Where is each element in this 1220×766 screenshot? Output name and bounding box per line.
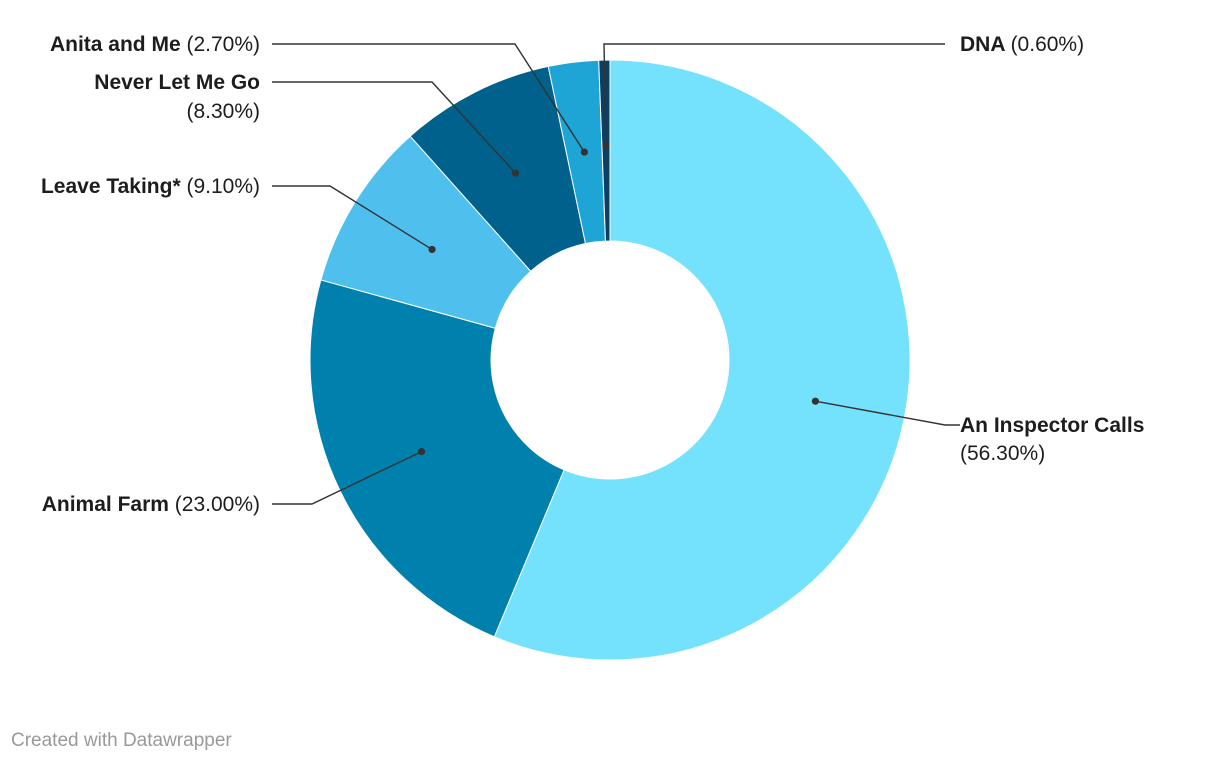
- slice-labels: An Inspector Calls (56.30%) Animal Farm (2…: [41, 33, 1144, 516]
- label-value-an-inspector-calls: (56.30%): [960, 442, 1045, 465]
- leader-dot-leave-taking: [428, 245, 436, 254]
- label-dna: DNA (0.60%): [960, 33, 1084, 56]
- label-animal-farm: Animal Farm (23.00%): [42, 493, 260, 516]
- leader-line-anita-and-me: [272, 43, 585, 153]
- slice-dna: [598, 59, 611, 242]
- donut-slices: [309, 59, 911, 661]
- label-name: DNA: [960, 33, 1011, 56]
- leader-line-never-let-me-go: [272, 81, 516, 174]
- leader-dot-an-inspector-calls: [811, 397, 820, 405]
- label-name: Leave Taking*: [41, 175, 187, 198]
- label-name-never-let-me-go: Never Let Me Go: [94, 71, 260, 94]
- leader-lines: [272, 43, 960, 505]
- label-value: (23.00%): [175, 493, 260, 516]
- label-name: Anita and Me: [50, 33, 187, 56]
- leader-line-an-inspector-calls: [815, 400, 960, 426]
- label-name: Animal Farm: [42, 493, 175, 516]
- datawrapper-credit: Created with Datawrapper: [11, 730, 232, 751]
- leader-line-animal-farm: [272, 450, 422, 505]
- label-value-never-let-me-go: (8.30%): [186, 100, 260, 123]
- leader-dot-dna: [602, 141, 610, 150]
- label-leave-taking: Leave Taking* (9.10%): [41, 175, 260, 198]
- label-anita-and-me: Anita and Me (2.70%): [50, 33, 260, 56]
- leader-dot-never-let-me-go: [511, 169, 520, 177]
- slice-animal-farm: [309, 279, 565, 638]
- label-value: (9.10%): [186, 175, 260, 198]
- leader-dot-anita-and-me: [580, 148, 588, 156]
- leader-line-dna: [603, 43, 945, 146]
- leader-line-leave-taking: [272, 185, 433, 251]
- leader-dot-animal-farm: [417, 447, 426, 456]
- slice-an-inspector-calls: [493, 59, 911, 661]
- label-value: (0.60%): [1011, 33, 1085, 56]
- label-value: (2.70%): [186, 33, 260, 56]
- label-name-an-inspector-calls: An Inspector Calls: [960, 414, 1144, 437]
